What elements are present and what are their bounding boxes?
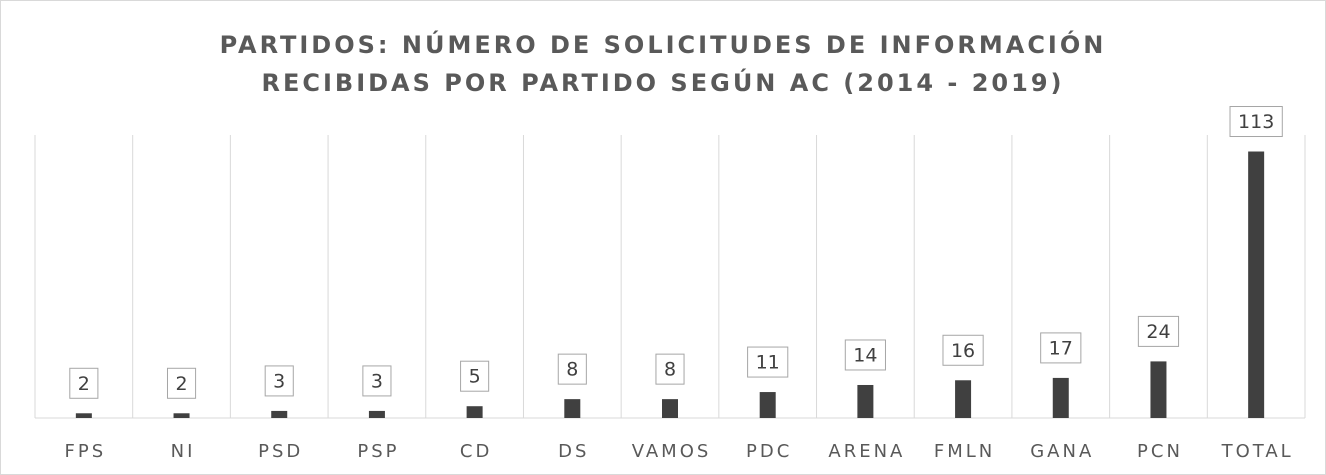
data-label-box (460, 360, 490, 392)
bar (466, 406, 483, 418)
data-label-box (69, 367, 99, 399)
data-label: 3 (273, 370, 285, 392)
data-label-box (1137, 315, 1180, 347)
bar (759, 392, 776, 418)
data-label: 17 (1049, 337, 1073, 359)
bar (271, 410, 288, 418)
data-label: 2 (78, 373, 90, 395)
x-tick-label: ARENA (828, 441, 905, 462)
x-tick-label: TOTAL (1221, 441, 1294, 462)
bar (75, 413, 92, 418)
data-label: 14 (853, 344, 877, 366)
data-label: 2 (175, 373, 187, 395)
data-label: 11 (756, 352, 780, 374)
data-label-box (655, 353, 685, 385)
x-tick-label: PCN (1137, 441, 1183, 462)
x-tick-label: PDC (746, 441, 792, 462)
bar (173, 413, 190, 418)
data-label: 5 (469, 366, 481, 388)
bar (662, 399, 678, 418)
bar (564, 399, 581, 418)
data-label: 8 (664, 359, 676, 381)
bar (1052, 377, 1069, 418)
x-tick-label: DS (558, 441, 589, 462)
data-label-box (166, 367, 197, 399)
data-label-box (844, 339, 886, 371)
x-tick-label: CD (460, 441, 492, 462)
chart-title: RECIBIDAS POR PARTIDO SEGÚN AC (2014 - 2… (261, 67, 1064, 97)
x-tick-label: PSD (258, 441, 303, 462)
data-label-box (747, 346, 789, 378)
bar (368, 410, 385, 418)
data-label: 8 (566, 359, 578, 381)
x-tick-label: FMLN (934, 441, 995, 462)
data-label: 3 (371, 370, 383, 392)
x-tick-label: FPS (65, 441, 107, 462)
data-label: 24 (1146, 321, 1170, 343)
data-label-box (1229, 106, 1283, 138)
data-label-box (264, 365, 294, 397)
data-label-box (362, 365, 392, 397)
data-label-box (942, 334, 984, 366)
data-label-box (1040, 332, 1082, 364)
bar (1248, 151, 1265, 418)
bar (955, 380, 972, 418)
x-tick-label: NI (171, 441, 196, 462)
bar (1150, 361, 1167, 418)
data-label: 113 (1238, 111, 1274, 133)
chart-title: PARTIDOS: NÚMERO DE SOLICITUDES DE INFOR… (220, 29, 1107, 59)
x-tick-label: PSP (357, 441, 399, 462)
x-tick-label: GANA (1030, 441, 1094, 462)
data-label: 16 (951, 340, 975, 362)
x-tick-label: VAMOS (632, 441, 712, 462)
data-label-box (557, 353, 587, 385)
bar (857, 384, 874, 418)
